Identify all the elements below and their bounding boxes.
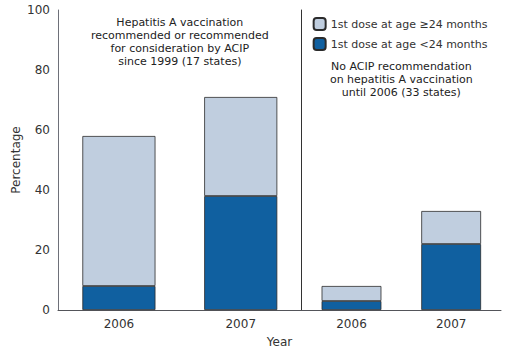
svg-text:Year: Year <box>266 335 292 349</box>
svg-text:recommended or recommended: recommended or recommended <box>91 29 269 42</box>
svg-text:80: 80 <box>35 63 50 77</box>
svg-text:20: 20 <box>35 243 50 257</box>
svg-text:on hepatitis A vaccination: on hepatitis A vaccination <box>330 73 473 86</box>
svg-text:60: 60 <box>35 123 50 137</box>
svg-text:2006: 2006 <box>104 317 135 331</box>
svg-text:1st dose at age ≥24 months: 1st dose at age ≥24 months <box>331 18 488 31</box>
svg-text:Percentage: Percentage <box>9 126 23 194</box>
svg-text:for consideration by ACIP: for consideration by ACIP <box>111 42 250 55</box>
svg-text:2007: 2007 <box>225 317 256 331</box>
svg-text:1st dose at age <24 months: 1st dose at age <24 months <box>331 38 488 51</box>
svg-text:until 2006 (33 states): until 2006 (33 states) <box>342 86 461 99</box>
svg-text:since 1999 (17 states): since 1999 (17 states) <box>118 55 241 68</box>
svg-text:No ACIP recommendation: No ACIP recommendation <box>331 60 472 73</box>
svg-text:2006: 2006 <box>336 317 367 331</box>
svg-text:2007: 2007 <box>436 317 467 331</box>
svg-text:40: 40 <box>35 183 50 197</box>
svg-text:0: 0 <box>42 303 50 317</box>
svg-text:Hepatitis A vaccination: Hepatitis A vaccination <box>116 16 243 29</box>
svg-text:100: 100 <box>27 3 50 17</box>
